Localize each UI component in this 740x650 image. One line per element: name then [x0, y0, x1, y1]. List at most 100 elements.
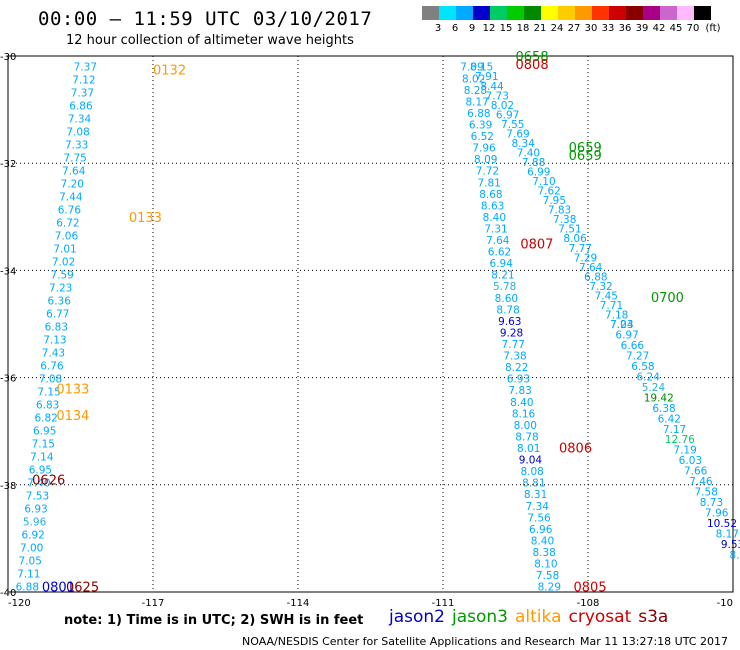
map-title: 00:00 – 11:59 UTC 03/10/2017	[38, 8, 373, 30]
swh-value: 7.45	[595, 290, 618, 302]
swh-value: 7.77	[569, 243, 592, 255]
swh-value: 7.38	[503, 351, 526, 363]
colorbar-label: 39	[635, 23, 649, 34]
pass-time-label: 0132	[153, 63, 186, 78]
swh-value: 5.96	[23, 517, 47, 529]
swh-value: 7.23	[49, 283, 72, 295]
swh-value: 6.72	[56, 218, 79, 230]
swh-value: 6.97	[496, 109, 519, 121]
pass-time-label: 0801	[42, 581, 75, 596]
swh-value: 7.58	[695, 487, 718, 499]
swh-value: 6.83	[36, 400, 59, 412]
swh-value: 7.96	[472, 143, 496, 155]
swh-value: 6.76	[58, 205, 82, 217]
pass-time-label: 0700	[651, 291, 684, 306]
colorbar-swatch	[626, 6, 643, 20]
swh-value: 6.38	[652, 403, 675, 415]
swh-value: 7.02	[52, 257, 75, 269]
swh-value: 8.06	[563, 233, 587, 245]
swh-value: 7.72	[476, 166, 499, 178]
swh-value: 9.63	[498, 316, 521, 328]
note-text: note: 1) Time is in UTC; 2) SWH is in fe…	[64, 613, 364, 628]
swh-value: 9.53	[721, 539, 740, 551]
swh-value: 6.52	[471, 131, 494, 143]
swh-value: 7.33	[65, 140, 88, 152]
colorbar-label: 33	[601, 23, 615, 34]
swh-value: 8.29	[538, 582, 561, 594]
swh-value: 6.88	[467, 108, 490, 120]
swh-value: 7.40	[27, 478, 50, 490]
pass-time-label: 0807	[520, 238, 553, 253]
swh-value: 7.18	[605, 309, 628, 321]
swh-value: 7.46	[689, 476, 713, 488]
swh-value: 7.66	[684, 466, 708, 478]
swh-value: 7.24	[610, 319, 634, 331]
swh-value: 7.05	[19, 556, 42, 568]
pass-time-label: 0134	[56, 409, 89, 424]
swh-value: 7.06	[55, 231, 79, 243]
pass-time-label: 0808	[516, 58, 549, 73]
colorbar-swatch	[694, 6, 711, 20]
swh-value: 7.81	[477, 177, 500, 189]
swh-value: 8.3	[729, 549, 740, 561]
swh-value: 8.00	[514, 420, 537, 432]
colorbar-label: 45	[669, 23, 683, 34]
swh-value: 6.58	[631, 361, 654, 373]
swh-value: 8.40	[483, 212, 506, 224]
swh-value: 8.02	[462, 73, 485, 85]
timestamp-text: Mar 11 13:27:18 UTC 2017	[580, 635, 728, 648]
swh-value: 7.34	[68, 114, 92, 126]
legend-item-altika: altika	[515, 607, 562, 627]
swh-value: 6.99	[527, 167, 550, 179]
swh-value: 6.96	[529, 524, 553, 536]
colorbar-swatch	[643, 6, 660, 20]
swh-value: 9.28	[500, 327, 523, 339]
credit-text: NOAA/NESDIS Center for Satellite Applica…	[242, 635, 576, 648]
swh-value: 7.55	[501, 119, 524, 131]
swh-value: 7.10	[532, 176, 555, 188]
swh-value: 7.88	[522, 157, 545, 169]
swh-value: 8.40	[510, 397, 533, 409]
swh-value: 8.28	[464, 85, 487, 97]
swh-value: 7.58	[536, 570, 559, 582]
lat-tick-label: -38	[0, 481, 16, 492]
swh-value: 6.03	[679, 455, 702, 467]
swh-value: 8.22	[505, 362, 528, 374]
lat-tick-label: -32	[0, 159, 16, 170]
swh-value: 7.69	[506, 128, 529, 140]
swh-value: 6.83	[45, 322, 68, 334]
pass-time-label: 0805	[574, 581, 607, 596]
swh-value: 7.75	[63, 153, 86, 165]
swh-value: 6.92	[21, 530, 44, 542]
swh-value: 7.08	[66, 127, 89, 139]
colorbar-swatch	[592, 6, 609, 20]
colorbar-label: 30	[584, 23, 598, 34]
swh-value: 7.19	[673, 445, 696, 457]
swh-value: 7.29	[574, 252, 597, 264]
legend-item-jason3: jason3	[452, 607, 508, 627]
colorbar-swatch	[558, 6, 575, 20]
swh-value: 7.15	[37, 387, 60, 399]
swh-value: 6.82	[34, 413, 57, 425]
lat-tick-label: -40	[0, 588, 16, 599]
colorbar-label: 70	[686, 23, 700, 34]
satellite-legend: jason2 jason3 altika cryosat s3a	[389, 607, 675, 627]
swh-value: 6.97	[615, 329, 638, 341]
lon-tick-label: -120	[8, 598, 31, 609]
swh-value: 6.62	[488, 247, 511, 259]
swh-value: 7.12	[72, 75, 95, 87]
colorbar-swatch	[609, 6, 626, 20]
swh-value: 7.83	[548, 205, 571, 217]
legend-item-jason2: jason2	[389, 607, 445, 627]
legend-item-cryosat: cryosat	[568, 607, 632, 627]
swh-value: 8.17	[716, 529, 739, 541]
swh-value: 7.64	[62, 166, 86, 178]
swh-value: 8.40	[531, 535, 554, 547]
pass-time-label: 0626	[32, 473, 65, 488]
lon-tick-label: -108	[577, 598, 600, 609]
swh-value: 7.53	[26, 491, 49, 503]
swh-value: 8.63	[481, 200, 504, 212]
swh-value: 8.16	[512, 408, 536, 420]
swh-value: 7.03	[610, 319, 633, 331]
swh-value: 8.34	[512, 138, 536, 150]
